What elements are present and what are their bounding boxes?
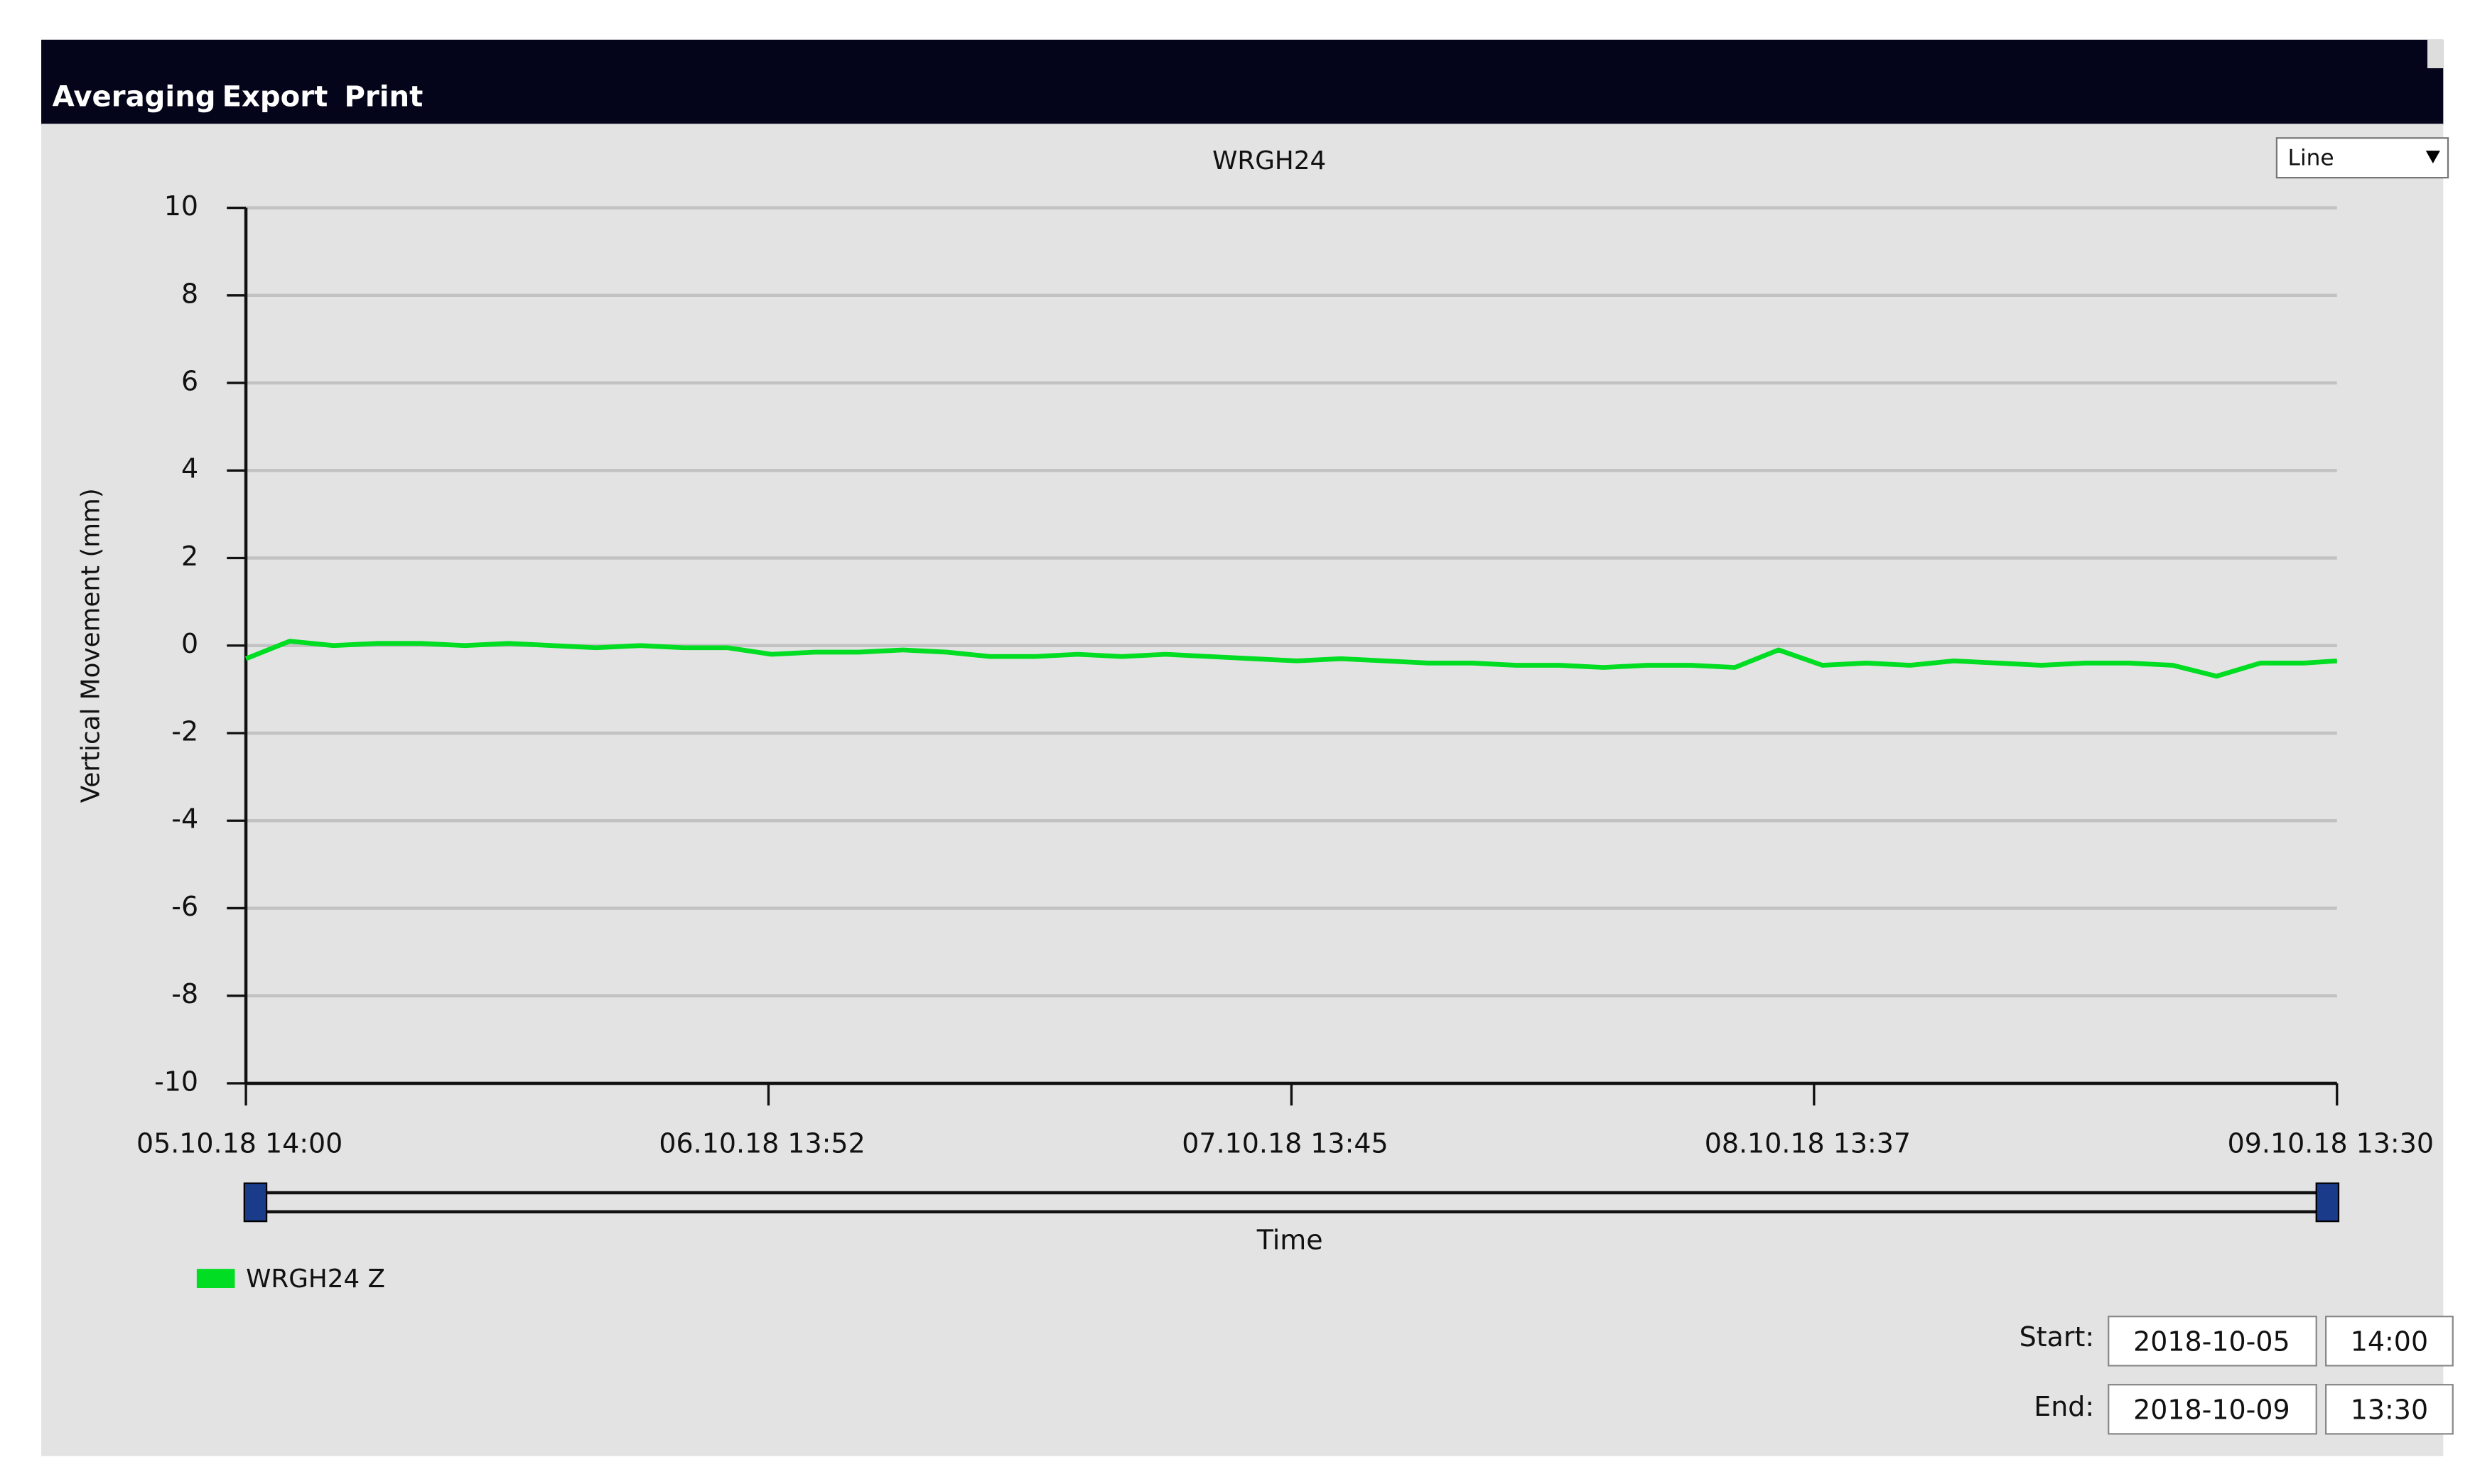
start-date: 2018-10-05 (2133, 1326, 2290, 1358)
window-control[interactable] (2427, 39, 2444, 69)
x-axis-label: Time (1256, 1225, 1323, 1256)
end-date: 2018-10-09 (2133, 1394, 2290, 1426)
y-tick-label: -4 (171, 803, 198, 835)
data-line (244, 639, 2337, 679)
chart-panel (41, 124, 2444, 1456)
legend-label: WRGH24 Z (246, 1264, 385, 1294)
start-time-input[interactable] (2325, 1316, 2454, 1367)
dropdown-arrow (2425, 151, 2440, 164)
menu-bar (41, 39, 2444, 126)
x-tick-label: 05.10.18 14:00 (136, 1128, 343, 1159)
y-tick-label: 10 (164, 190, 198, 222)
x-tick-label: 06.10.18 13:52 (659, 1128, 865, 1159)
start-label: Start: (2020, 1321, 2094, 1353)
end-time-input[interactable] (2325, 1384, 2454, 1435)
y-tick-label: 8 (181, 278, 198, 309)
menu-item[interactable]: Export (222, 80, 328, 113)
x-tick-label: 08.10.18 13:37 (1705, 1128, 1911, 1159)
y-tick-label: -8 (171, 978, 198, 1009)
y-tick-label: 0 (181, 628, 198, 659)
scroll-handle-left[interactable] (243, 1182, 268, 1223)
menu-item[interactable]: Averaging (53, 80, 216, 113)
dropdown-value: Line (2288, 145, 2334, 170)
start-time: 14:00 (2351, 1326, 2428, 1358)
chart-type-dropdown[interactable] (2275, 137, 2449, 179)
chart-title: WRGH24 (1212, 146, 1326, 175)
scroll-handle-right[interactable] (2315, 1182, 2340, 1223)
y-tick-label: 4 (181, 453, 198, 484)
end-label: End: (2034, 1391, 2094, 1422)
y-tick-label: -2 (171, 715, 198, 747)
x-tick-label: 07.10.18 13:45 (1182, 1128, 1388, 1159)
y-axis-label: Vertical Movement (mm) (76, 488, 105, 803)
y-tick-label: -10 (154, 1066, 198, 1097)
y-tick-label: 2 (181, 541, 198, 572)
start-date-input[interactable] (2108, 1316, 2317, 1367)
legend-swatch (196, 1269, 235, 1288)
y-tick-label: 6 (181, 366, 198, 397)
x-tick-label: 09.10.18 13:30 (2228, 1128, 2434, 1159)
menu-item[interactable]: Print (344, 80, 423, 113)
y-tick-label: -6 (171, 891, 198, 922)
end-date-input[interactable] (2108, 1384, 2317, 1435)
end-time: 13:30 (2351, 1394, 2428, 1426)
